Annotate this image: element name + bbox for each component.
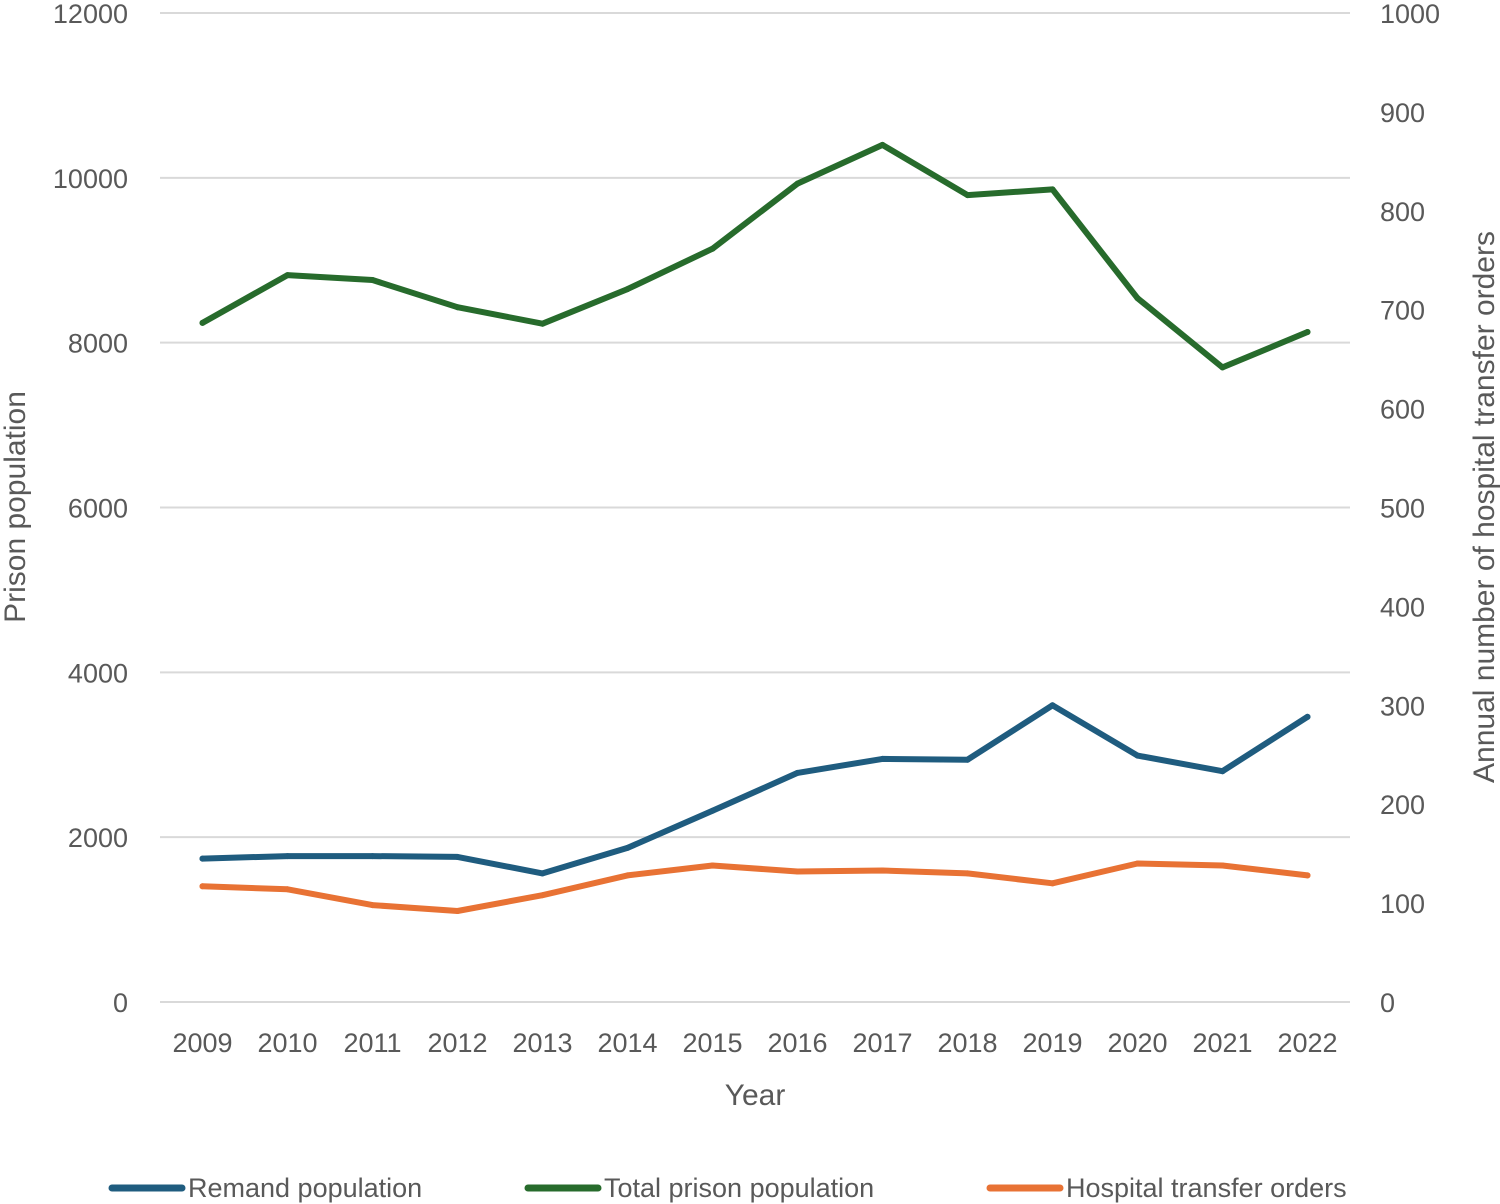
x-axis-ticks: 2009 2010 2011 2012 2013 2014 2015 2016 2017 2018… xyxy=(172,1028,1337,1058)
x-tick-label: 2018 xyxy=(937,1028,997,1058)
series-lines xyxy=(199,141,1311,915)
left-tick-label: 4000 xyxy=(68,658,128,688)
data-point xyxy=(794,868,801,875)
x-tick-label: 2015 xyxy=(682,1028,742,1058)
right-tick-label: 100 xyxy=(1380,889,1425,919)
right-tick-label: 0 xyxy=(1380,988,1395,1018)
data-point xyxy=(879,867,886,874)
data-point xyxy=(369,277,376,284)
right-tick-label: 500 xyxy=(1380,494,1425,524)
data-point xyxy=(964,192,971,199)
right-axis-ticks: 0 100 200 300 400 500 600 700 800 900 1000 xyxy=(1380,0,1440,1018)
series-line-remand-population xyxy=(199,702,1311,877)
data-point xyxy=(1219,862,1226,869)
right-tick-label: 900 xyxy=(1380,98,1425,128)
x-tick-label: 2017 xyxy=(852,1028,912,1058)
left-tick-label: 10000 xyxy=(53,164,128,194)
left-axis-ticks: 0 2000 4000 6000 8000 10000 12000 xyxy=(53,0,128,1018)
data-point xyxy=(879,755,886,762)
series-line-total-prison-population xyxy=(199,141,1311,371)
data-point xyxy=(539,892,546,899)
data-point xyxy=(284,272,291,279)
data-point xyxy=(709,807,716,814)
series-line-hospital-transfer-orders xyxy=(199,860,1311,914)
data-point xyxy=(964,756,971,763)
x-tick-label: 2010 xyxy=(257,1028,317,1058)
data-point xyxy=(1304,713,1311,720)
data-point xyxy=(454,853,461,860)
data-point xyxy=(794,769,801,776)
data-point xyxy=(1219,364,1226,371)
left-tick-label: 12000 xyxy=(53,0,128,29)
left-tick-label: 2000 xyxy=(68,823,128,853)
data-point xyxy=(199,319,206,326)
data-point xyxy=(539,870,546,877)
data-point xyxy=(454,908,461,915)
data-point xyxy=(1134,295,1141,302)
legend-label: Total prison population xyxy=(604,1173,874,1203)
data-point xyxy=(1049,702,1056,709)
gridlines xyxy=(160,12,1350,1003)
x-tick-label: 2009 xyxy=(172,1028,232,1058)
data-point xyxy=(1134,860,1141,867)
right-tick-label: 700 xyxy=(1380,296,1425,326)
x-tick-label: 2013 xyxy=(512,1028,572,1058)
data-point xyxy=(539,320,546,327)
data-point xyxy=(709,245,716,252)
data-point xyxy=(964,870,971,877)
data-point xyxy=(1049,186,1056,193)
legend: Remand population Total prison population… xyxy=(108,1173,1347,1203)
right-tick-label: 1000 xyxy=(1380,0,1440,29)
legend-label: Hospital transfer orders xyxy=(1066,1173,1347,1203)
data-point xyxy=(284,853,291,860)
right-tick-label: 300 xyxy=(1380,691,1425,721)
x-tick-label: 2012 xyxy=(427,1028,487,1058)
data-point xyxy=(369,853,376,860)
left-tick-label: 8000 xyxy=(68,329,128,359)
x-axis-title: Year xyxy=(725,1079,786,1112)
right-tick-label: 200 xyxy=(1380,790,1425,820)
x-tick-label: 2016 xyxy=(767,1028,827,1058)
x-tick-label: 2020 xyxy=(1107,1028,1167,1058)
right-axis-title: Annual number of hospital transfer order… xyxy=(1468,231,1500,783)
data-point xyxy=(284,886,291,893)
data-point xyxy=(709,862,716,869)
data-point xyxy=(1304,872,1311,879)
left-tick-label: 0 xyxy=(113,988,128,1018)
x-tick-label: 2021 xyxy=(1192,1028,1252,1058)
x-tick-label: 2022 xyxy=(1277,1028,1337,1058)
x-tick-label: 2011 xyxy=(343,1028,401,1058)
left-axis-title: Prison population xyxy=(0,391,32,623)
data-point xyxy=(624,844,631,851)
x-tick-label: 2014 xyxy=(597,1028,657,1058)
x-tick-label: 2019 xyxy=(1022,1028,1082,1058)
data-point xyxy=(1134,752,1141,759)
legend-label: Remand population xyxy=(188,1173,422,1203)
data-point xyxy=(1304,328,1311,335)
left-tick-label: 6000 xyxy=(68,494,128,524)
data-point xyxy=(199,855,206,862)
data-point xyxy=(1219,768,1226,775)
data-point xyxy=(879,141,886,148)
data-point xyxy=(794,180,801,187)
data-point xyxy=(369,902,376,909)
right-tick-label: 600 xyxy=(1380,395,1425,425)
right-tick-label: 800 xyxy=(1380,197,1425,227)
data-point xyxy=(624,286,631,293)
right-tick-label: 400 xyxy=(1380,592,1425,622)
data-point xyxy=(199,883,206,890)
data-point xyxy=(1049,880,1056,887)
data-point xyxy=(454,304,461,311)
data-point xyxy=(624,872,631,879)
